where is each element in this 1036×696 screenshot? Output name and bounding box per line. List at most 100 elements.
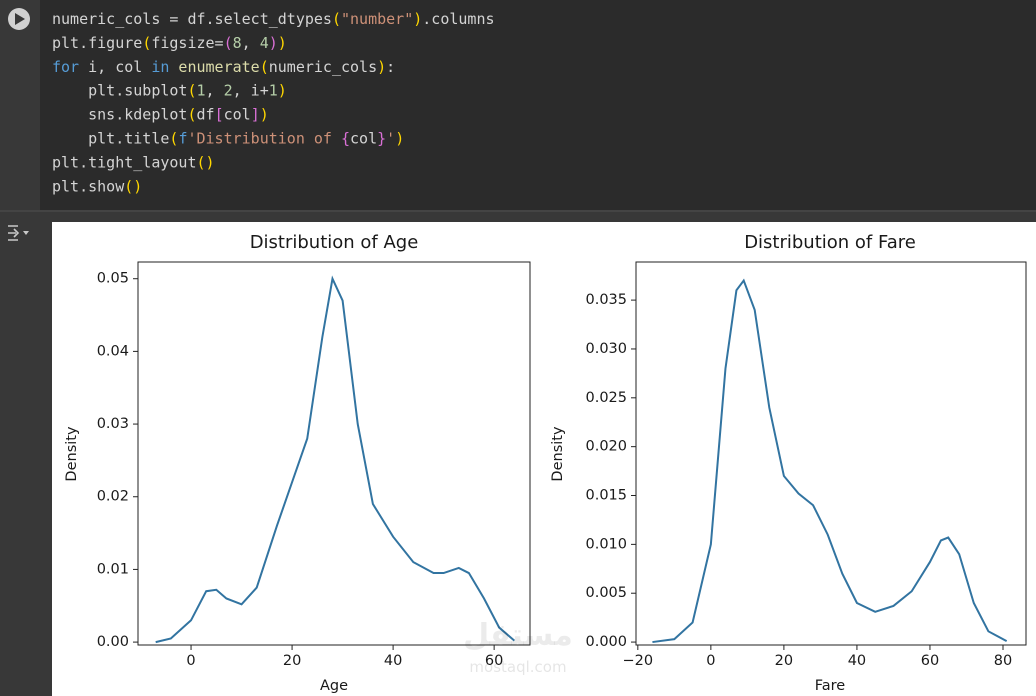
code-token: )	[260, 105, 269, 123]
code-token: in	[151, 57, 169, 75]
code-line: plt.figure(figsize=(8, 4))	[52, 33, 287, 51]
y-tick-label: 0.020	[585, 439, 627, 455]
code-token: )	[269, 33, 278, 51]
y-tick-label: 0.030	[585, 341, 627, 357]
code-token: "number"	[341, 10, 413, 28]
chart-title: Distribution of Fare	[744, 232, 916, 253]
run-button[interactable]	[8, 8, 30, 30]
output-toggle[interactable]	[8, 225, 29, 241]
code-token: )	[377, 57, 386, 75]
code-token: , i+	[233, 81, 269, 99]
axes-frame	[137, 261, 531, 646]
code-token: )	[395, 129, 404, 147]
y-tick-label: 0.05	[97, 271, 129, 287]
code-token: col	[224, 105, 251, 123]
subplot: 0 20 40 60 0.00 0.01 0.02 0.03 0.04 0.05 Distribut…	[64, 232, 531, 694]
code-token: '	[386, 129, 395, 147]
x-axis-label: Age	[320, 678, 348, 694]
code-line: plt.title(f'Distribution of {col}')	[52, 129, 404, 147]
code-line: plt.subplot(1, 2, i+1)	[52, 81, 287, 99]
y-tick-label: 0.025	[585, 390, 627, 406]
y-tick-label: 0.01	[97, 561, 129, 577]
y-tick-label: 0.04	[97, 343, 129, 359]
code-token: 1	[197, 81, 206, 99]
code-token: (	[187, 105, 196, 123]
x-tick-label: 0	[706, 653, 715, 669]
code-token: 4	[260, 33, 269, 51]
code-line: plt.tight_layout()	[52, 153, 215, 171]
code-token: (	[224, 33, 233, 51]
code-token: :	[386, 57, 395, 75]
code-token: 8	[233, 33, 242, 51]
watermark-logo: مستقل	[463, 618, 573, 653]
code-line: sns.kdeplot(df[col])	[52, 105, 269, 123]
output-area	[52, 222, 1036, 696]
x-tick-label: 20	[283, 653, 301, 669]
y-tick-label: 0.03	[97, 416, 129, 432]
y-tick-label: 0.035	[585, 292, 627, 308]
y-tick-label: 0.00	[97, 634, 129, 650]
code-token: f	[178, 129, 187, 147]
chart-title: Distribution of Age	[250, 232, 419, 253]
code-token: ()	[124, 177, 142, 195]
x-tick-label: 40	[384, 653, 402, 669]
x-tick-label: 20	[775, 653, 793, 669]
code-token: plt.tight_layout	[52, 153, 197, 171]
code-token: (	[187, 81, 196, 99]
x-axis-label: Fare	[815, 678, 846, 694]
y-tick-label: 0.010	[585, 536, 627, 552]
code-token: sns.kdeplot	[52, 105, 187, 123]
watermark-site: mostaql.com	[469, 658, 566, 676]
code-line: numeric_cols = df.select_dtypes("number"…	[52, 10, 495, 28]
code-token: )	[278, 33, 287, 51]
x-tick-label: 60	[485, 653, 503, 669]
x-tick-label: 0	[186, 653, 195, 669]
code-token: plt.title	[52, 129, 169, 147]
code-token: 1	[269, 81, 278, 99]
code-token: plt.figure	[52, 33, 142, 51]
code-token: )	[413, 10, 422, 28]
y-tick-label: 0.000	[585, 634, 627, 650]
code-token: for	[52, 57, 79, 75]
code-token: i, col	[79, 57, 151, 75]
code-token: ()	[197, 153, 215, 171]
code-token: 2	[224, 81, 233, 99]
y-axis-label: Density	[64, 426, 80, 482]
code-token: plt.show	[52, 177, 125, 195]
code-token: (	[142, 33, 151, 51]
code-token: df	[197, 105, 215, 123]
code-line: for i, col in enumerate(numeric_cols):	[52, 57, 395, 75]
kde-line	[652, 278, 1008, 644]
kde-line	[155, 275, 515, 644]
code-token: plt.subplot	[52, 81, 187, 99]
code-token: ,	[242, 33, 260, 51]
code-token: numeric_cols	[269, 57, 377, 75]
axes-frame	[635, 261, 1027, 646]
code-token: .columns	[422, 10, 494, 28]
code-token: ,	[206, 81, 224, 99]
y-tick-label: 0.005	[585, 585, 627, 601]
code-token: }	[377, 129, 386, 147]
y-tick-label: 0.02	[97, 489, 129, 505]
y-tick-label: 0.015	[585, 488, 627, 504]
code-token: (	[260, 57, 269, 75]
y-axis-label: Density	[550, 426, 566, 482]
code-token: )	[278, 81, 287, 99]
x-tick-label: 40	[848, 653, 866, 669]
x-tick-label: 60	[921, 653, 939, 669]
code-token: enumerate	[169, 57, 259, 75]
code-token: [	[215, 105, 224, 123]
x-tick-label: 80	[994, 653, 1012, 669]
subplot: −20 0 20 40 60 80 0.000 0.005 0.010 0.015 0.020 0.0…	[550, 232, 1027, 694]
code-token: ]	[251, 105, 260, 123]
code-token: (	[169, 129, 178, 147]
code-line: plt.show()	[52, 177, 142, 195]
code-token: figsize=	[151, 33, 223, 51]
code-token: (	[332, 10, 341, 28]
x-tick-label: −20	[623, 653, 654, 669]
code-token: numeric_cols = df.select_dtypes	[52, 10, 332, 28]
code-token: 'Distribution of	[187, 129, 341, 147]
code-token: {	[341, 129, 350, 147]
code-token: col	[350, 129, 377, 147]
